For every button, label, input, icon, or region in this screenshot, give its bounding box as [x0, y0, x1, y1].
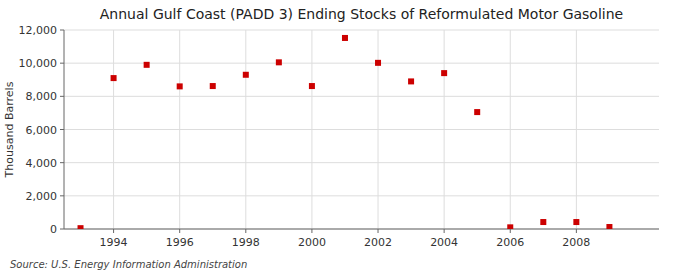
y-tick — [60, 229, 64, 230]
x-tick — [378, 229, 379, 233]
y-tick — [60, 162, 64, 163]
y-tick-label: 2,000 — [26, 190, 58, 203]
grid-line — [64, 162, 659, 163]
point — [540, 219, 546, 225]
x-tick-label: 1998 — [232, 236, 260, 249]
grid — [64, 30, 659, 229]
grid-line — [311, 30, 312, 229]
grid-line — [179, 30, 180, 229]
x-tick-label: 2002 — [364, 236, 392, 249]
x-tick — [179, 229, 180, 233]
grid-line — [64, 229, 659, 230]
point — [408, 78, 414, 84]
point — [309, 83, 315, 89]
y-axis-label: Thousand Barrels — [3, 81, 16, 178]
source-note: Source: U.S. Energy Information Administ… — [10, 259, 247, 270]
x-tick-label: 2008 — [562, 236, 590, 249]
point — [78, 225, 84, 229]
chart: 0 2,000 4,000 6,000 8,000 10,000 12,000 1994 199… — [0, 0, 675, 275]
grid-line — [64, 195, 659, 196]
y-tick-label: 4,000 — [26, 157, 58, 170]
point — [243, 72, 249, 78]
x-tick-label: 1994 — [100, 236, 128, 249]
y-tick — [60, 63, 64, 64]
x-tick-label: 2004 — [430, 236, 458, 249]
y-tick-label: 0 — [50, 223, 57, 236]
y-tick — [60, 96, 64, 97]
x-tick-label: 2006 — [496, 236, 524, 249]
y-tick — [60, 129, 64, 130]
x-tick — [510, 229, 511, 233]
grid-line — [64, 30, 659, 31]
y-tick — [60, 30, 64, 31]
point — [111, 75, 117, 81]
grid-line — [64, 129, 659, 130]
point — [606, 224, 612, 229]
y-axis-line — [64, 30, 65, 229]
y-tick-label: 10,000 — [19, 57, 58, 70]
x-tick-label: 2000 — [298, 236, 326, 249]
title: Annual Gulf Coast (PADD 3) Ending Stocks… — [100, 6, 623, 22]
y-tick-label: 6,000 — [26, 124, 58, 137]
point — [210, 83, 216, 89]
grid-line — [64, 96, 659, 97]
point — [375, 60, 381, 66]
grid-line — [64, 63, 659, 64]
point — [276, 59, 282, 65]
x-tick — [113, 229, 114, 233]
point — [474, 109, 480, 115]
point — [177, 83, 183, 89]
x-tick — [311, 229, 312, 233]
x-tick — [576, 229, 577, 233]
point — [507, 224, 513, 229]
point — [573, 219, 579, 225]
points — [78, 35, 613, 229]
y-tick — [60, 195, 64, 196]
y-tick-label: 8,000 — [26, 90, 58, 103]
grid-line — [510, 30, 511, 229]
x-tick-label: 1996 — [166, 236, 194, 249]
point — [342, 35, 348, 41]
grid-line — [113, 30, 114, 229]
point — [144, 62, 150, 68]
grid-line — [576, 30, 577, 229]
x-tick — [444, 229, 445, 233]
x-tick — [245, 229, 246, 233]
point — [441, 70, 447, 76]
grid-line — [444, 30, 445, 229]
y-tick-label: 12,000 — [19, 24, 58, 37]
grid-line — [245, 30, 246, 229]
axes: 0 2,000 4,000 6,000 8,000 10,000 12,000 1994 199… — [19, 24, 660, 249]
x-axis-line — [64, 229, 659, 230]
